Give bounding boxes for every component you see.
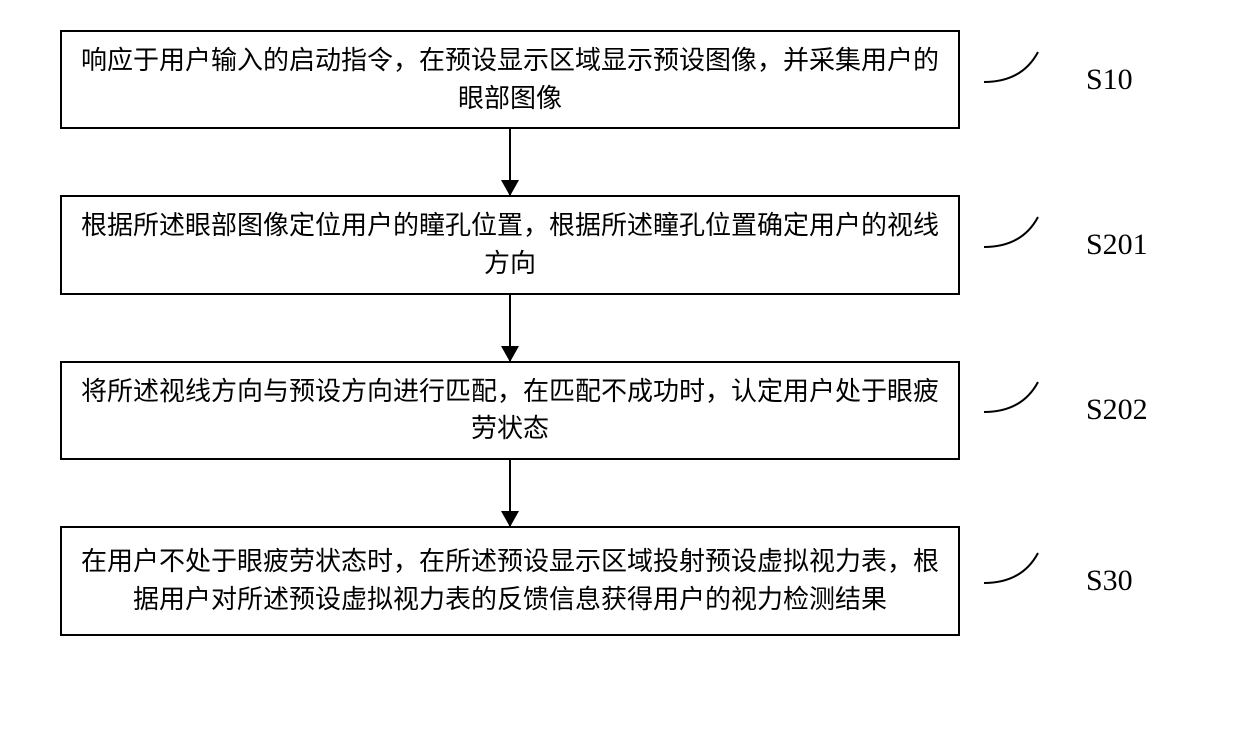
connector-curve-icon <box>982 46 1062 116</box>
connector-curve-icon <box>982 547 1062 617</box>
step-text: 响应于用户输入的启动指令，在预设显示区域显示预设图像，并采集用户的眼部图像 <box>80 42 940 117</box>
connector-curve-icon <box>982 376 1062 446</box>
arrow <box>60 460 960 526</box>
arrow <box>60 295 960 361</box>
step-text: 将所述视线方向与预设方向进行匹配，在匹配不成功时，认定用户处于眼疲劳状态 <box>80 373 940 448</box>
arrow-head-icon <box>501 346 519 362</box>
step-box-s202: 将所述视线方向与预设方向进行匹配，在匹配不成功时，认定用户处于眼疲劳状态 <box>60 361 960 460</box>
flow-row: 在用户不处于眼疲劳状态时，在所述预设显示区域投射预设虚拟视力表，根据用户对所述预… <box>60 526 1240 636</box>
arrow-head-icon <box>501 511 519 527</box>
label-connector <box>988 581 1058 583</box>
step-text: 根据所述眼部图像定位用户的瞳孔位置，根据所述瞳孔位置确定用户的视线方向 <box>80 207 940 282</box>
flow-row: 将所述视线方向与预设方向进行匹配，在匹配不成功时，认定用户处于眼疲劳状态 S20… <box>60 361 1240 460</box>
step-label-s201: S201 <box>1086 228 1148 262</box>
step-box-s10: 响应于用户输入的启动指令，在预设显示区域显示预设图像，并采集用户的眼部图像 <box>60 30 960 129</box>
step-label-s202: S202 <box>1086 393 1148 427</box>
connector-curve-icon <box>982 211 1062 281</box>
label-connector <box>988 245 1058 247</box>
step-box-s201: 根据所述眼部图像定位用户的瞳孔位置，根据所述瞳孔位置确定用户的视线方向 <box>60 195 960 294</box>
arrow <box>60 129 960 195</box>
label-connector <box>988 410 1058 412</box>
step-label-s30: S30 <box>1086 564 1133 598</box>
label-connector <box>988 80 1058 82</box>
flow-row: 响应于用户输入的启动指令，在预设显示区域显示预设图像，并采集用户的眼部图像 S1… <box>60 30 1240 129</box>
step-text: 在用户不处于眼疲劳状态时，在所述预设显示区域投射预设虚拟视力表，根据用户对所述预… <box>80 543 940 618</box>
step-box-s30: 在用户不处于眼疲劳状态时，在所述预设显示区域投射预设虚拟视力表，根据用户对所述预… <box>60 526 960 636</box>
flow-row: 根据所述眼部图像定位用户的瞳孔位置，根据所述瞳孔位置确定用户的视线方向 S201 <box>60 195 1240 294</box>
step-label-s10: S10 <box>1086 63 1133 97</box>
arrow-head-icon <box>501 180 519 196</box>
